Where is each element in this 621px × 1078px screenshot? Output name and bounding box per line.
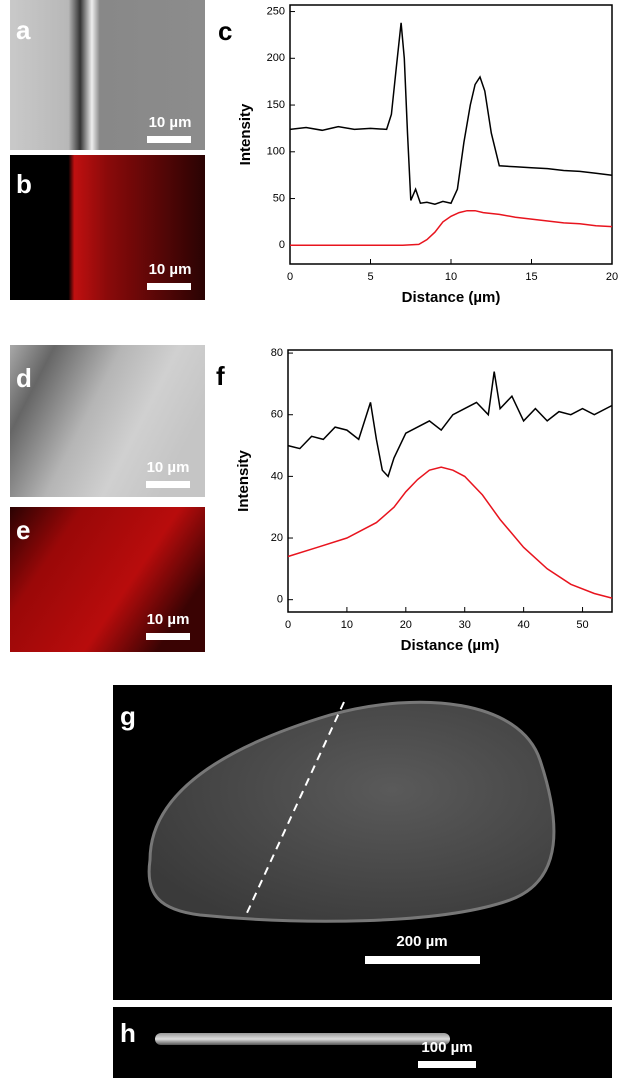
y-tick-label: 200 — [267, 52, 285, 64]
scale-bar — [146, 633, 190, 640]
panel-b: b 10 µm — [10, 155, 205, 300]
x-axis-title: Distance (µm) — [401, 637, 500, 654]
panel-label: b — [16, 169, 32, 199]
x-tick-label: 0 — [285, 619, 291, 631]
micrograph — [10, 155, 205, 300]
plot-frame — [288, 350, 612, 612]
x-tick-label: 15 — [525, 271, 537, 283]
x-tick-label: 10 — [445, 271, 457, 283]
x-tick-label: 30 — [459, 619, 471, 631]
scale-bar — [147, 136, 191, 143]
y-axis-title: Intensity — [235, 450, 252, 512]
scale-bar — [146, 481, 190, 488]
line-series — [288, 467, 612, 598]
panel-label: a — [16, 15, 31, 45]
scale-bar — [147, 283, 191, 290]
x-tick-label: 20 — [400, 619, 412, 631]
panel-label: e — [16, 515, 30, 545]
y-tick-label: 60 — [271, 409, 283, 421]
line-series — [290, 211, 612, 246]
micrograph — [10, 507, 205, 652]
y-axis-title: Intensity — [237, 103, 254, 165]
x-tick-label: 50 — [576, 619, 588, 631]
y-tick-label: 250 — [267, 5, 285, 17]
x-axis-title: Distance (µm) — [402, 289, 501, 306]
panel-e: e 10 µm — [10, 507, 205, 652]
x-tick-label: 10 — [341, 619, 353, 631]
scale-bar — [365, 956, 480, 964]
crystal-side — [155, 1033, 450, 1045]
scale-bar-label: 10 µm — [149, 261, 192, 278]
y-tick-label: 100 — [267, 146, 285, 158]
scale-bar-label: 200 µm — [396, 933, 447, 950]
panel-label: d — [16, 363, 32, 393]
x-tick-label: 5 — [367, 271, 373, 283]
y-tick-label: 50 — [273, 192, 285, 204]
y-tick-label: 0 — [279, 239, 285, 251]
panel-label: g — [120, 701, 136, 731]
x-tick-label: 40 — [518, 619, 530, 631]
y-tick-label: 150 — [267, 99, 285, 111]
line-series — [288, 372, 612, 477]
panel-d: d 10 µm — [10, 345, 205, 497]
line-series — [290, 23, 612, 204]
plot-frame — [290, 5, 612, 264]
scale-bar-label: 10 µm — [149, 114, 192, 131]
scale-bar-label: 10 µm — [147, 459, 190, 476]
panel-g: g 200 µm — [113, 685, 612, 1000]
scale-bar — [418, 1061, 476, 1068]
scale-bar-label: 10 µm — [147, 611, 190, 628]
panel-a: a 10 µm — [10, 0, 205, 150]
y-tick-label: 20 — [271, 532, 283, 544]
figure: a 10 µm b 10 µm d 10 µm e 10 µm g 200 µm… — [0, 0, 621, 1078]
y-tick-label: 80 — [271, 347, 283, 359]
panel-label: c — [218, 16, 232, 46]
page: {"chart_data": [ {"type": "line", "panel… — [0, 0, 621, 1078]
y-tick-label: 0 — [277, 594, 283, 606]
x-tick-label: 0 — [287, 271, 293, 283]
panel-label: f — [216, 361, 225, 391]
panel-h: h 100 µm — [113, 1007, 612, 1078]
scale-bar-label: 100 µm — [421, 1039, 472, 1056]
y-tick-label: 40 — [271, 470, 283, 482]
x-tick-label: 20 — [606, 271, 618, 283]
panel-label: h — [120, 1018, 136, 1048]
